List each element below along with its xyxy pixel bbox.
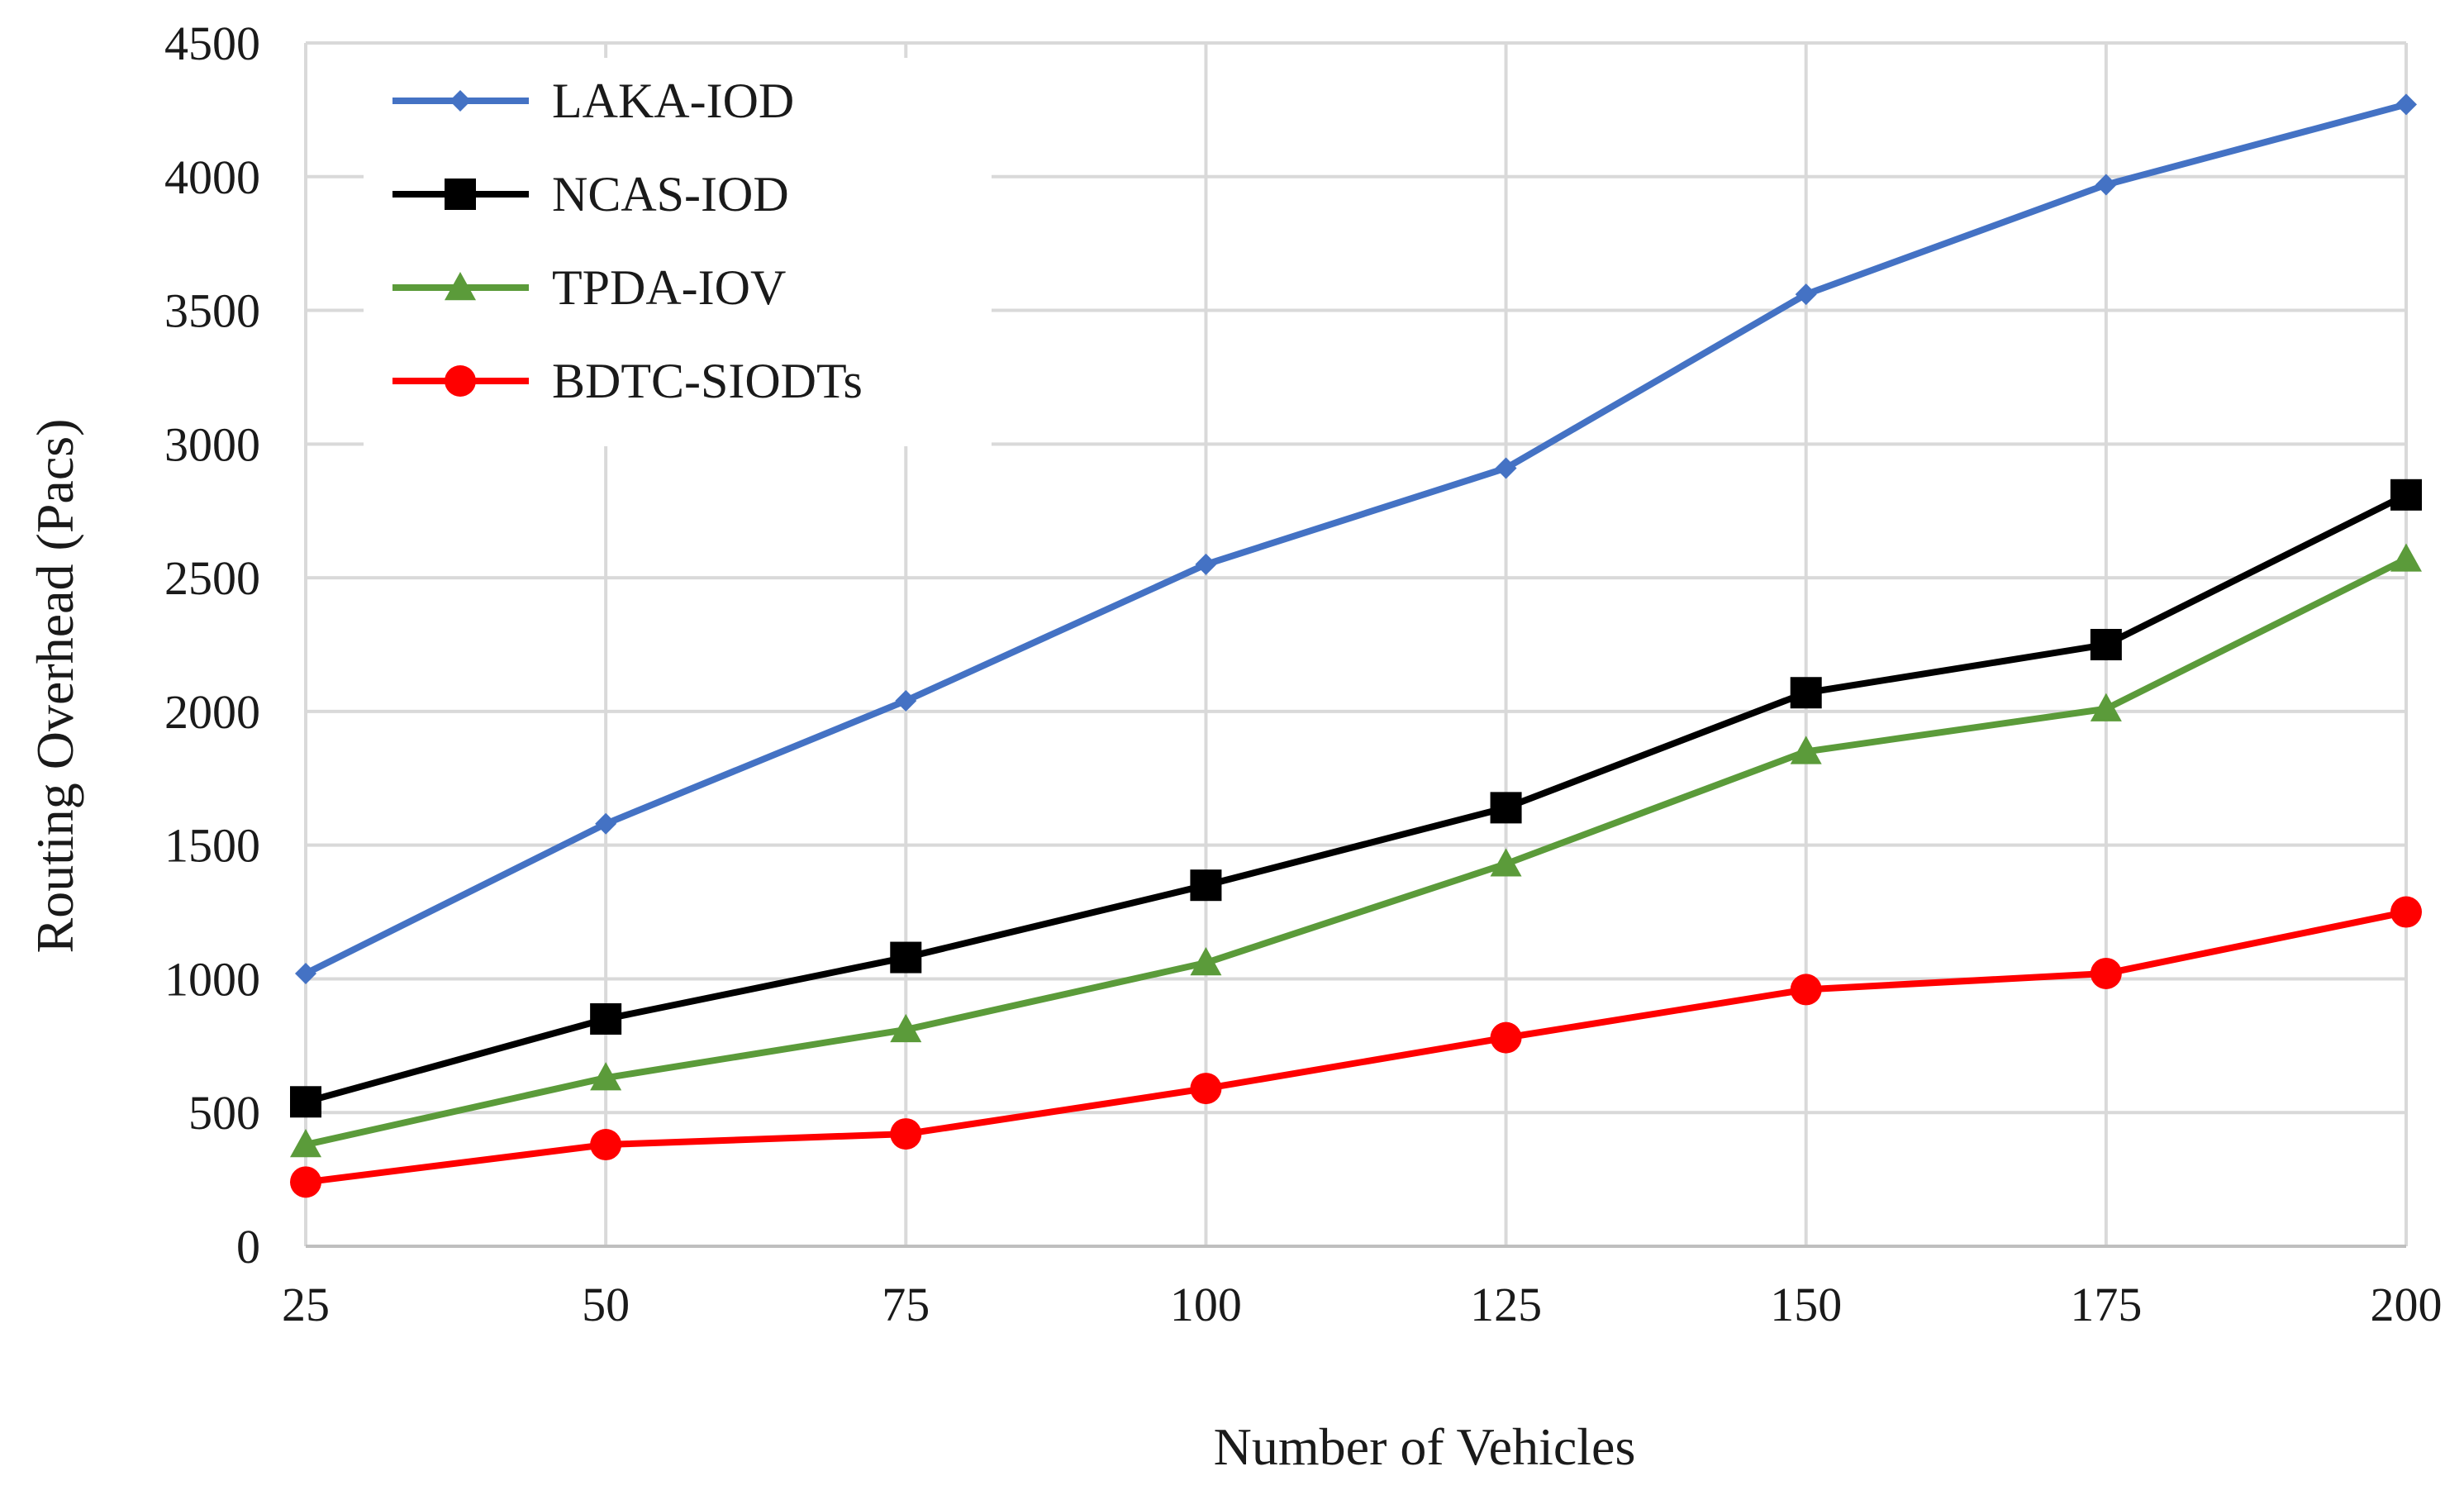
y-tick-label: 4000 (164, 150, 260, 204)
data-point-ncas-iod (290, 1086, 321, 1118)
data-point-bdtc-siodts (590, 1129, 622, 1161)
data-point-tpda-iov (1490, 848, 1522, 877)
legend-marker (445, 179, 476, 210)
data-point-tpda-iov (1190, 947, 1222, 976)
x-tick-label: 150 (1770, 1278, 1842, 1331)
legend-label: BDTC-SIODTs (552, 354, 863, 408)
series-tpda-iov (290, 543, 2422, 1158)
data-point-tpda-iov (890, 1013, 922, 1043)
data-point-laka-iod (1795, 283, 1817, 306)
series-line-laka-iod (304, 101, 2408, 977)
series-laka-iod (295, 93, 2417, 984)
data-point-laka-iod (595, 812, 617, 835)
y-tick-label: 3000 (164, 417, 260, 471)
series-line-tpda-iov (305, 555, 2408, 1148)
data-point-tpda-iov (590, 1062, 622, 1091)
data-point-laka-iod (1495, 457, 1517, 479)
y-tick-label: 2500 (164, 551, 260, 605)
series-line-ncas-iod (304, 492, 2408, 1106)
legend-marker (445, 365, 476, 397)
x-tick-label: 50 (582, 1278, 630, 1331)
x-tick-label: 125 (1470, 1278, 1542, 1331)
data-point-bdtc-siodts (2090, 957, 2122, 989)
legend-entry-tpda-iov: TPDA-IOV (392, 260, 786, 315)
data-point-tpda-iov (2390, 543, 2422, 572)
data-point-bdtc-siodts (890, 1118, 922, 1150)
legend-marker (445, 272, 476, 301)
data-point-ncas-iod (1490, 792, 1522, 824)
y-axis-title: Routing Overhead (Pacs) (26, 419, 84, 954)
y-tick-label: 4500 (164, 17, 260, 70)
legend-entry-bdtc-siodts: BDTC-SIODTs (392, 354, 863, 408)
y-tick-label: 2000 (164, 685, 260, 739)
data-point-laka-iod (2095, 174, 2117, 196)
legend-label: NCAS-IOD (552, 167, 789, 221)
x-tick-label: 175 (2070, 1278, 2142, 1331)
data-point-bdtc-siodts (290, 1166, 321, 1198)
data-point-laka-iod (295, 962, 316, 984)
data-point-tpda-iov (2090, 693, 2122, 721)
y-tick-label: 500 (188, 1086, 260, 1140)
data-point-ncas-iod (890, 941, 922, 974)
data-point-bdtc-siodts (1790, 974, 1822, 1006)
legend-label: LAKA-IOD (552, 74, 794, 128)
legend-marker (450, 90, 471, 112)
data-point-ncas-iod (590, 1002, 622, 1035)
x-tick-label: 200 (2371, 1278, 2443, 1331)
data-point-laka-iod (2395, 93, 2417, 116)
legend-label: TPDA-IOV (552, 260, 786, 315)
data-point-ncas-iod (1790, 677, 1822, 709)
legend-entry-ncas-iod: NCAS-IOD (392, 167, 789, 221)
data-point-ncas-iod (2390, 478, 2422, 511)
data-point-bdtc-siodts (1190, 1073, 1222, 1105)
axes: 25 50 75 100 125 150 175 2000500100015002000250… (164, 17, 2443, 1331)
data-point-bdtc-siodts (1490, 1021, 1522, 1054)
x-axis-title: Number of Vehicles (1214, 1417, 1636, 1476)
y-tick-label: 1500 (164, 819, 260, 873)
legend: LAKA-IOD NCAS-IOD TPDA-IOV BDTC-SIODTs (364, 58, 992, 446)
series-ncas-iod (290, 478, 2422, 1118)
x-tick-label: 75 (882, 1278, 930, 1331)
data-point-ncas-iod (1190, 869, 1222, 902)
y-tick-label: 1000 (164, 952, 260, 1006)
data-point-tpda-iov (290, 1129, 321, 1158)
series-bdtc-siodts (290, 896, 2422, 1198)
x-tick-label: 25 (282, 1278, 330, 1331)
data-point-ncas-iod (2090, 629, 2122, 660)
y-tick-label: 3500 (164, 284, 260, 338)
data-point-laka-iod (1195, 553, 1217, 575)
data-point-tpda-iov (1790, 736, 1822, 764)
series-line-bdtc-siodts (305, 908, 2407, 1186)
data-point-laka-iod (895, 689, 917, 712)
legend-entry-laka-iod: LAKA-IOD (392, 74, 794, 128)
y-tick-label: 0 (236, 1220, 260, 1274)
series-group (290, 93, 2422, 1198)
data-point-bdtc-siodts (2390, 896, 2422, 928)
x-tick-label: 100 (1170, 1278, 1242, 1331)
